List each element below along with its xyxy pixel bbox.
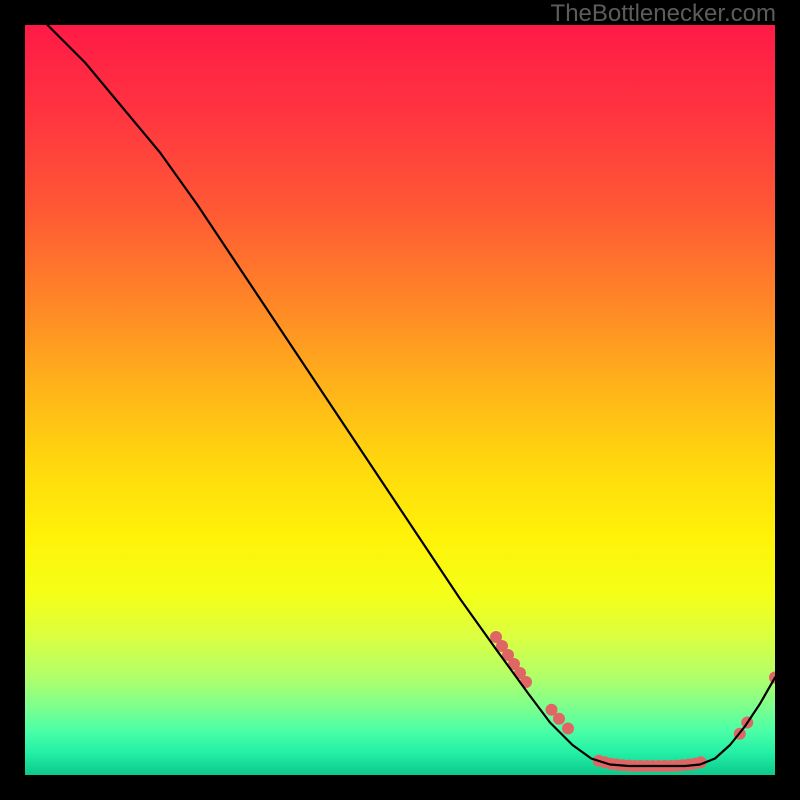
- gradient-background: [25, 25, 775, 775]
- chart-container: TheBottlenecker.com: [0, 0, 800, 800]
- watermark-text: TheBottlenecker.com: [551, 0, 776, 28]
- plot-area: [25, 25, 775, 775]
